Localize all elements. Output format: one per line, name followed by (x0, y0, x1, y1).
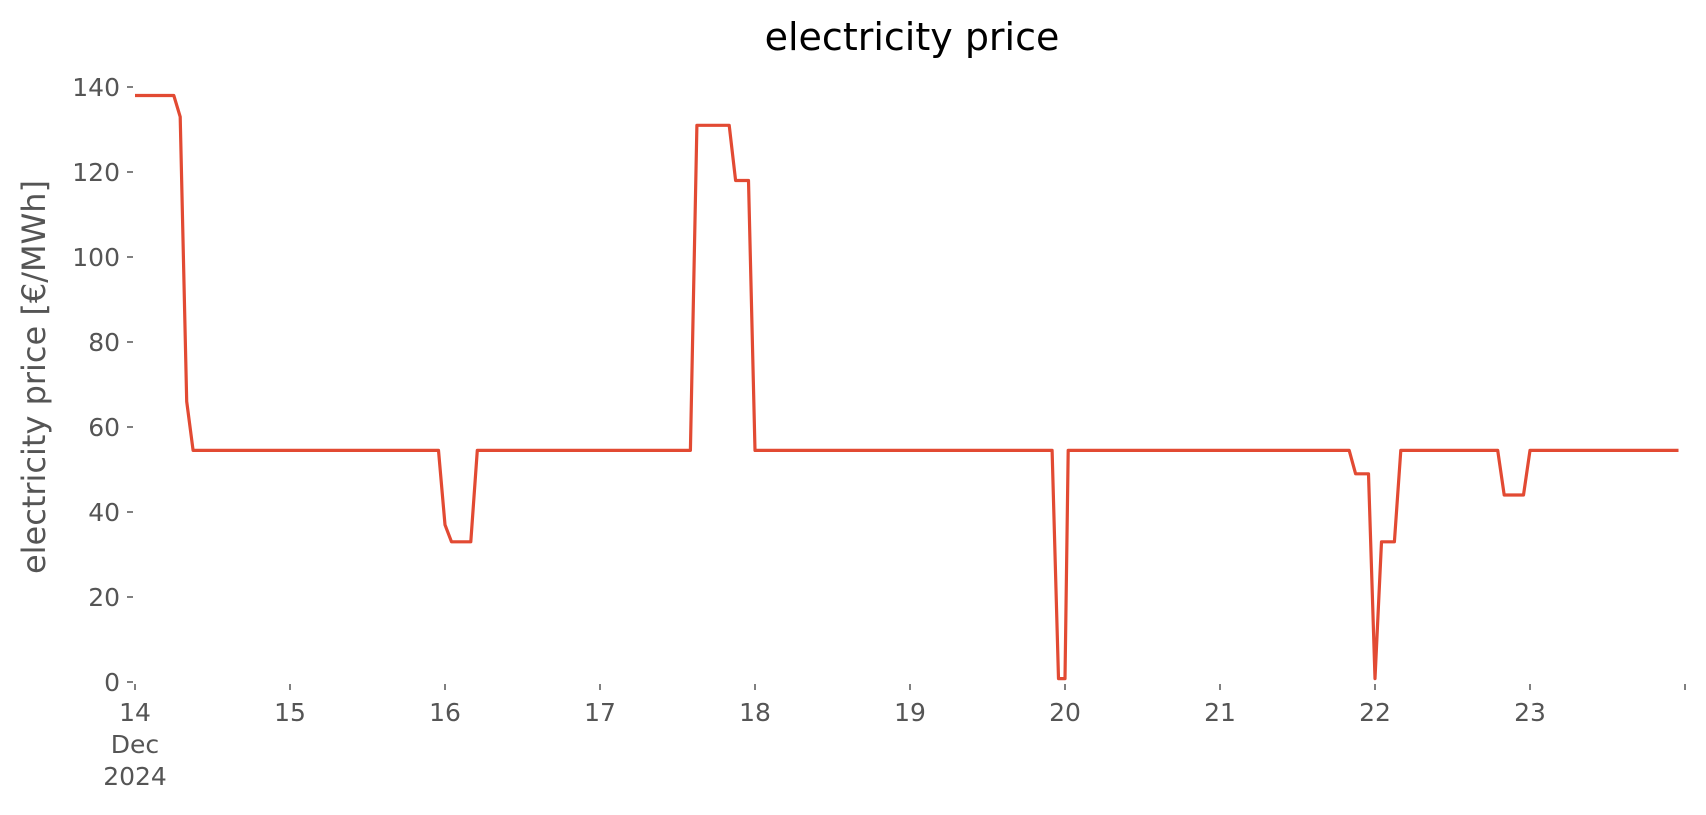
chart-title: electricity price (765, 15, 1060, 59)
x-tick-label: 20 (1049, 698, 1081, 727)
price-series-line (135, 93, 1679, 681)
x-tick-label: 14 Dec 2024 (103, 698, 167, 791)
plot-area (135, 93, 1679, 681)
x-tick-label: 16 (429, 698, 461, 727)
x-tick-label: 21 (1204, 698, 1236, 727)
x-tick-label: 15 (274, 698, 306, 727)
x-axis: 14 Dec 2024 15 16 17 18 19 20 21 22 23 (103, 684, 1686, 791)
y-tick-label: 40 (88, 498, 120, 527)
y-axis: 0 20 40 60 80 100 120 140 (72, 73, 133, 697)
y-tick-label: 60 (88, 413, 120, 442)
y-axis-label: electricity price [€/MWh] (15, 180, 53, 574)
x-tick-label: 22 (1359, 698, 1391, 727)
x-tick-label: 19 (894, 698, 926, 727)
y-tick-label: 120 (72, 158, 120, 187)
y-tick-label: 0 (104, 668, 120, 697)
x-tick-label: 17 (584, 698, 616, 727)
y-tick-label: 80 (88, 328, 120, 357)
y-tick-label: 100 (72, 243, 120, 272)
x-tick-label: 18 (739, 698, 771, 727)
y-tick-label: 140 (72, 73, 120, 102)
y-tick-label: 20 (88, 583, 120, 612)
x-tick-label: 23 (1514, 698, 1546, 727)
